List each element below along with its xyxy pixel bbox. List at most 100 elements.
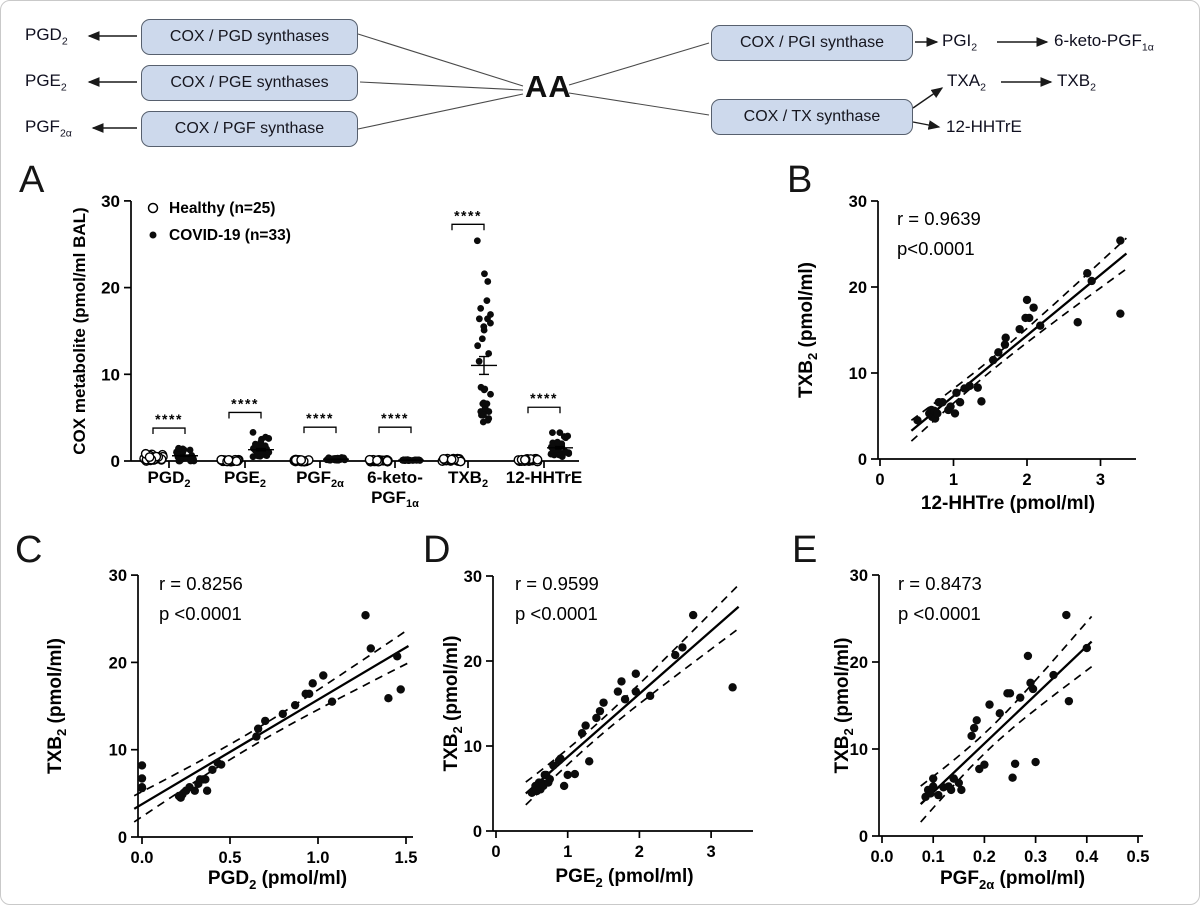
svg-text:0.0: 0.0 xyxy=(131,849,154,867)
svg-text:1.5: 1.5 xyxy=(395,849,418,867)
x-axis-title: PGE2 (pmol/ml) xyxy=(555,866,693,890)
svg-text:30: 30 xyxy=(464,568,482,586)
svg-text:0.4: 0.4 xyxy=(1075,848,1099,866)
correlation-annotation: r = 0.8473 p <0.0001 xyxy=(898,573,982,624)
svg-text:3: 3 xyxy=(1096,471,1105,489)
svg-text:r = 0.8473: r = 0.8473 xyxy=(898,573,982,594)
svg-text:0.1: 0.1 xyxy=(922,848,945,866)
svg-text:10: 10 xyxy=(101,365,120,384)
svg-text:2: 2 xyxy=(1022,471,1031,489)
axes xyxy=(486,575,753,838)
regression-fit xyxy=(133,628,410,823)
regression-fit xyxy=(910,237,1128,442)
tick-labels: 0 10 20 30 0 1 2 3 xyxy=(464,568,716,861)
svg-text:PGF1α: PGF1α xyxy=(371,488,419,510)
svg-text:30: 30 xyxy=(849,193,867,211)
svg-text:r = 0.8256: r = 0.8256 xyxy=(159,573,243,594)
svg-text:TXB2: TXB2 xyxy=(448,468,488,490)
correlation-annotation: r = 0.8256 p <0.0001 xyxy=(159,573,243,624)
svg-text:p<0.0001: p<0.0001 xyxy=(897,238,975,259)
y-axis-title: TXB2 (pmol/ml) xyxy=(441,635,465,771)
panel-label-c: C xyxy=(15,529,43,571)
svg-text:0.2: 0.2 xyxy=(973,848,996,866)
panel-label-d: D xyxy=(423,529,451,571)
pathway-product-pgf2a: PGF2α xyxy=(25,117,72,140)
significance-bracket: **** xyxy=(527,390,561,414)
healthy-points xyxy=(437,453,466,467)
svg-text:0.5: 0.5 xyxy=(1127,848,1150,866)
svg-text:****: **** xyxy=(454,207,482,223)
y-axis-title: TXB2 (pmol/ml) xyxy=(796,262,820,398)
data-points xyxy=(921,610,1091,802)
svg-text:30: 30 xyxy=(109,567,127,585)
tick-labels: 0 10 20 30 0.0 0.1 0.2 0.3 0.4 0.5 xyxy=(850,567,1150,866)
svg-text:20: 20 xyxy=(850,654,868,672)
x-axis-title: PGD2 (pmol/ml) xyxy=(208,868,347,892)
pathway-aa-node: AA xyxy=(525,69,572,104)
svg-text:10: 10 xyxy=(464,738,482,756)
data-points xyxy=(527,610,737,797)
y-axis-title: TXB2 (pmol/ml) xyxy=(45,638,69,774)
svg-text:****: **** xyxy=(155,411,183,427)
svg-text:0: 0 xyxy=(858,451,867,469)
pathway-box-pge-synthases: COX / PGE synthases xyxy=(141,65,358,101)
covid-points xyxy=(173,444,198,465)
svg-text:0: 0 xyxy=(111,452,120,471)
svg-text:****: **** xyxy=(306,410,334,426)
covid-points xyxy=(473,237,494,426)
svg-text:Healthy (n=25): Healthy (n=25) xyxy=(169,200,275,217)
svg-text:3: 3 xyxy=(707,843,716,861)
significance-bracket: **** xyxy=(228,395,262,419)
y-axis-title: COX metabolite (pmol/ml BAL) xyxy=(70,207,89,454)
svg-text:COVID-19 (n=33): COVID-19 (n=33) xyxy=(169,227,291,244)
svg-text:20: 20 xyxy=(849,279,867,297)
panel-label-e: E xyxy=(792,529,818,571)
svg-text:0.5: 0.5 xyxy=(219,849,242,867)
significance-bracket: **** xyxy=(152,411,186,435)
healthy-points xyxy=(139,448,168,466)
svg-text:p <0.0001: p <0.0001 xyxy=(159,603,242,624)
pathway-box-tx-synthase: COX / TX synthase xyxy=(711,99,913,135)
svg-text:20: 20 xyxy=(101,279,120,298)
panel-a-dotplot-chart: 0 10 20 30 PGD2 PGE2 PGF2α 6-keto-PGF1α TXB2 12-H… xyxy=(70,192,582,510)
pathway-arrows xyxy=(87,31,1053,133)
pathway-product-6keto: 6-keto-PGF1α xyxy=(1054,31,1154,54)
pathway-box-pgi-synthase: COX / PGI synthase xyxy=(711,25,913,61)
svg-text:1: 1 xyxy=(949,471,958,489)
svg-text:p <0.0001: p <0.0001 xyxy=(515,603,598,624)
aa-connector-lines xyxy=(357,33,710,130)
pathway-box-pgf-synthase: COX / PGF synthase xyxy=(141,111,358,147)
pathway-product-txa2: TXA2 xyxy=(947,71,986,94)
pathway-product-12hhtre: 12-HHTrE xyxy=(946,117,1022,136)
svg-text:PGE2: PGE2 xyxy=(224,468,266,490)
svg-text:30: 30 xyxy=(101,192,120,211)
pathway-box-pgd-synthases: COX / PGD synthases xyxy=(141,19,358,55)
legend: Healthy (n=25) COVID-19 (n=33) xyxy=(147,200,291,244)
svg-text:0: 0 xyxy=(491,843,500,861)
pathway-product-pgd2: PGD2 xyxy=(25,25,68,48)
svg-text:6-keto-: 6-keto- xyxy=(367,468,423,487)
svg-text:12-HHTrE: 12-HHTrE xyxy=(506,468,583,487)
mean-sem-bar xyxy=(248,447,274,452)
product-arrows xyxy=(87,31,1053,133)
tick-labels: 0 10 20 30 PGD2 PGE2 PGF2α 6-keto-PGF1α TXB2 12-H… xyxy=(101,192,582,510)
svg-text:2: 2 xyxy=(635,843,644,861)
panel-e-scatter-chart: 0 10 20 30 0.0 0.1 0.2 0.3 0.4 0.5 r = 0.8473 p <0.… xyxy=(832,567,1150,892)
regression-fit xyxy=(919,615,1093,823)
significance-bracket: **** xyxy=(303,410,337,434)
svg-text:10: 10 xyxy=(109,742,127,760)
svg-text:30: 30 xyxy=(850,567,868,585)
covid-points xyxy=(249,428,273,461)
svg-text:20: 20 xyxy=(109,654,127,672)
svg-text:PGF2α: PGF2α xyxy=(296,468,344,490)
healthy-points xyxy=(513,453,543,467)
tick-labels: 0 10 20 30 0 1 2 3 xyxy=(849,193,1105,489)
data-points xyxy=(913,236,1125,425)
pathway-product-txb2: TXB2 xyxy=(1057,71,1096,94)
mean-sem-bar xyxy=(172,454,198,458)
svg-text:r = 0.9639: r = 0.9639 xyxy=(897,208,981,229)
axes xyxy=(124,200,579,468)
healthy-points xyxy=(289,454,314,467)
x-axis-title: 12-HHTre (pmol/ml) xyxy=(921,493,1095,514)
